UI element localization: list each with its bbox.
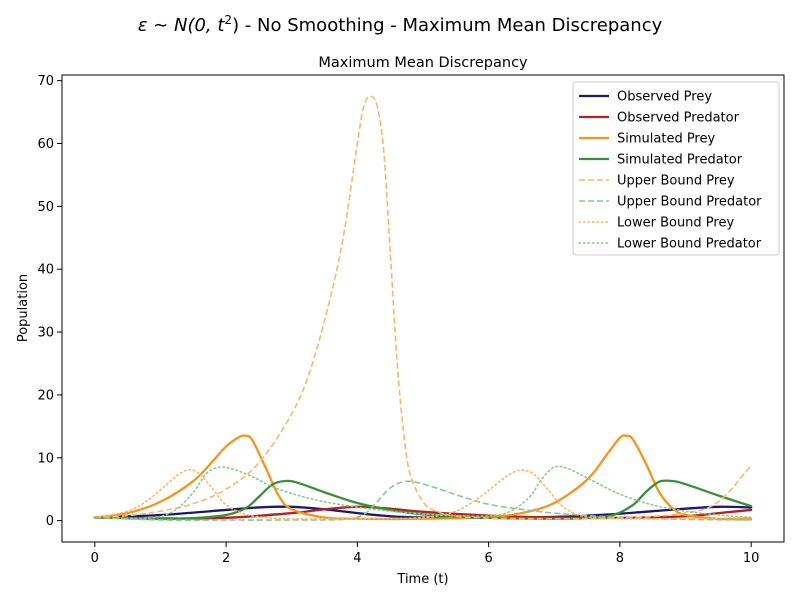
y-tick-label: 50	[37, 200, 54, 215]
legend-label: Lower Bound Predator	[617, 237, 762, 252]
x-tick-label: 6	[484, 551, 492, 566]
series-line-upper-bound-predator	[94, 480, 752, 521]
x-tick-label: 2	[222, 551, 230, 566]
x-tick-label: 8	[616, 551, 624, 566]
x-axis-label: Time (t)	[396, 572, 448, 587]
x-tick-label: 10	[743, 551, 760, 566]
legend-label: Upper Bound Prey	[617, 174, 735, 189]
suptitle-superscript: 2	[224, 13, 232, 27]
x-tick-label: 0	[91, 551, 99, 566]
chart-title: Maximum Mean Discrepancy	[318, 55, 528, 71]
axes-frame	[61, 74, 785, 543]
plot-area: 0 2 4 6 8 10 0 10 20 30 40 50 60 70	[37, 74, 785, 566]
legend-label: Observed Predator	[617, 111, 740, 126]
y-tick-label: 30	[37, 326, 54, 341]
y-tick-label: 40	[37, 263, 54, 278]
y-axis-label: Population	[16, 274, 31, 342]
legend-items: Observed Prey Observed Predator Simulated …	[578, 90, 762, 252]
y-tick-label: 60	[37, 137, 54, 152]
figure-suptitle: ε ∼ N(0, t2) - No Smoothing - Maximum Me…	[138, 13, 663, 36]
y-tick-label: 10	[37, 451, 54, 466]
series-line-observed-predator	[93, 505, 753, 520]
x-ticks: 0 2 4 6 8 10	[91, 542, 760, 566]
y-ticks: 0 10 20 30 40 50 60 70	[37, 74, 62, 529]
series-line-lower-bound-prey	[94, 468, 752, 520]
suptitle-suffix: ) - No Smoothing - Maximum Mean Discrepa…	[232, 15, 663, 36]
series-line-simulated-prey	[93, 434, 753, 521]
y-tick-label: 0	[46, 514, 54, 529]
legend-label: Simulated Prey	[617, 132, 715, 147]
x-tick-label: 4	[353, 551, 361, 566]
legend-label: Observed Prey	[617, 90, 712, 105]
legend-label: Lower Bound Prey	[617, 216, 734, 231]
y-tick-label: 20	[37, 388, 54, 403]
series-line-upper-bound-prey	[94, 95, 752, 520]
suptitle-prefix: ε ∼ N(0, t	[138, 15, 226, 36]
legend-box	[572, 81, 780, 256]
series-layer	[93, 95, 753, 521]
series-line-lower-bound-predator	[94, 465, 752, 520]
legend-label: Upper Bound Predator	[617, 195, 762, 210]
legend: Observed Prey Observed Predator Simulated …	[572, 81, 780, 256]
legend-label: Simulated Predator	[617, 153, 743, 168]
y-tick-label: 70	[37, 74, 54, 89]
